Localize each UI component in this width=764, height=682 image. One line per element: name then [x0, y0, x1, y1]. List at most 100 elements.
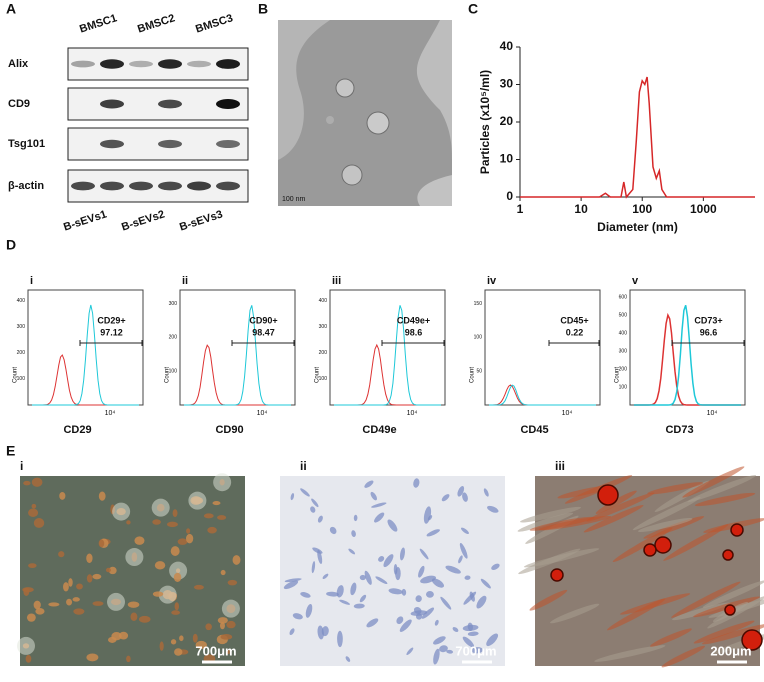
gate-percent: 98.47: [252, 327, 275, 337]
cell: [35, 608, 45, 615]
cell: [413, 607, 422, 614]
cell: [72, 597, 80, 602]
lipid-droplet: [730, 523, 744, 537]
x-tick-label: 10: [574, 202, 588, 216]
fiber: [557, 485, 613, 499]
cell: [387, 519, 398, 532]
scale-bar-label: 700μm: [195, 643, 236, 658]
cell: [486, 633, 499, 647]
cell: [217, 515, 227, 520]
cell: [471, 647, 484, 654]
blot-band: [216, 59, 240, 69]
lipid-droplet: [724, 604, 736, 616]
y-tick-label: 40: [500, 39, 514, 53]
y-tick-label: 100: [319, 376, 328, 382]
cell: [337, 630, 343, 648]
cell: [375, 576, 388, 585]
cell: [232, 555, 241, 565]
blot-band: [100, 99, 124, 109]
cell: [28, 563, 37, 569]
y-tick-label: 400: [619, 330, 628, 336]
cell: [322, 573, 329, 579]
glow: [158, 585, 177, 604]
plot-label: iv: [487, 275, 497, 287]
cell: [359, 594, 367, 603]
fiber: [693, 620, 755, 644]
cell: [491, 563, 500, 571]
cell: [203, 513, 214, 519]
cell: [415, 613, 423, 620]
histogram-frame: [629, 289, 746, 406]
fiber: [647, 482, 704, 495]
cell: [339, 599, 351, 605]
cell: [467, 631, 479, 637]
cell: [457, 486, 465, 497]
cell: [73, 608, 85, 615]
lipid-droplet: [741, 629, 763, 651]
cell: [283, 580, 299, 590]
x-axis-label: Diameter (nm): [597, 220, 678, 234]
cell: [192, 633, 198, 643]
cell: [425, 591, 434, 598]
image-label: ii: [300, 459, 307, 473]
y-tick-label: 600: [619, 295, 628, 301]
fiber: [702, 580, 764, 608]
x-tick-label: 10⁴: [407, 410, 418, 417]
cell: [462, 492, 468, 502]
lipid-droplet: [643, 543, 657, 557]
cell: [217, 617, 228, 624]
cell: [460, 527, 469, 534]
cell: [98, 491, 106, 501]
cell: [220, 633, 233, 640]
column-label: BMSC3: [194, 12, 234, 35]
cell: [459, 542, 468, 559]
cell: [452, 627, 459, 632]
x-tick-label: 1000: [690, 202, 717, 216]
fiber: [523, 548, 600, 568]
cell: [195, 640, 207, 649]
cell: [26, 613, 36, 622]
cell: [186, 528, 191, 534]
cell: [399, 547, 405, 561]
cell: [353, 603, 365, 609]
gate-label: CD29+: [97, 315, 125, 325]
cell: [395, 566, 401, 581]
size-curve: [520, 76, 755, 199]
fiber: [632, 496, 701, 531]
fiber: [671, 581, 741, 618]
cell: [289, 628, 295, 635]
cell: [152, 591, 164, 597]
marker-curve: [489, 384, 596, 406]
cell: [311, 561, 316, 574]
cell: [31, 477, 43, 487]
cell: [311, 498, 319, 508]
cell: [300, 592, 311, 598]
fiber: [661, 645, 706, 668]
cell: [420, 575, 437, 584]
cell: [226, 620, 236, 629]
gate-percent: 97.12: [100, 327, 123, 337]
y-tick-label: 300: [17, 324, 26, 330]
glow: [17, 636, 36, 655]
gate-label: CD90+: [249, 315, 277, 325]
lipid-droplet: [597, 484, 619, 506]
cell: [48, 602, 60, 607]
cell: [58, 551, 65, 558]
row-label: β-actin: [8, 180, 44, 192]
fiber: [612, 527, 673, 563]
cell: [433, 648, 440, 665]
y-axis-label: Count: [165, 367, 171, 383]
glow: [188, 491, 207, 510]
cell: [59, 491, 66, 500]
fiber: [663, 524, 729, 561]
image-label: iii: [555, 459, 565, 473]
cell: [388, 588, 403, 595]
y-tick-label: 30: [500, 77, 514, 91]
y-tick-label: 300: [319, 324, 328, 330]
cell: [33, 518, 45, 528]
marker-curve: [184, 305, 291, 406]
x-axis-label: CD73: [665, 424, 693, 436]
cell: [463, 591, 477, 605]
cell: [446, 649, 454, 654]
cell: [159, 641, 164, 651]
